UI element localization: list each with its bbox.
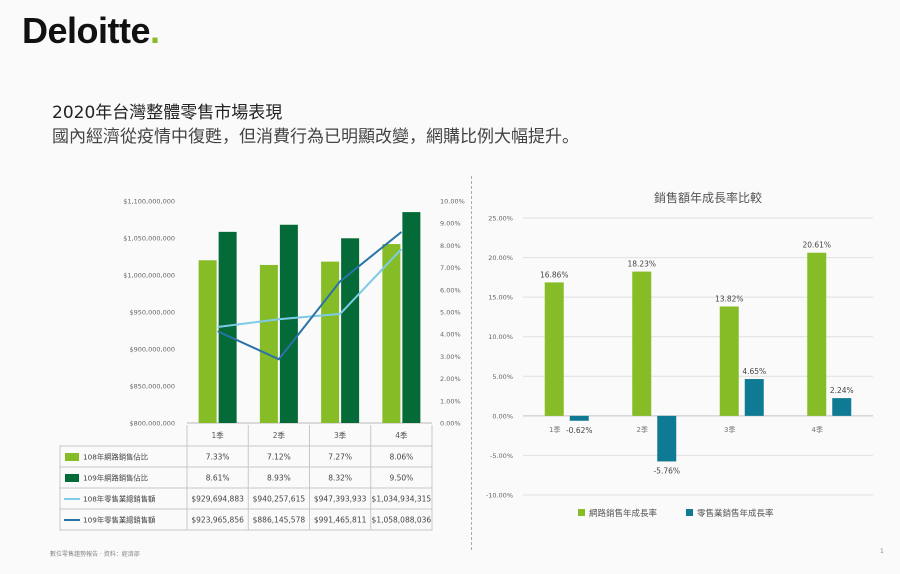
table-cell: $947,393,933 xyxy=(314,495,367,504)
y-right-tick-label: 8.00% xyxy=(440,242,461,250)
series-line xyxy=(217,248,403,329)
y-tick-label: 15.00% xyxy=(488,294,513,302)
data-label: -0.62% xyxy=(566,426,593,435)
data-label: 13.82% xyxy=(715,294,744,303)
logo-dot: . xyxy=(150,10,160,51)
bar xyxy=(719,306,739,416)
legend-key xyxy=(578,509,585,516)
y-right-tick-label: 9.00% xyxy=(440,220,461,228)
table-cell: $929,694,883 xyxy=(191,495,244,504)
bar xyxy=(321,261,340,423)
y-tick-label: 20.00% xyxy=(488,254,513,262)
y-tick-label: -10.00% xyxy=(486,492,513,500)
page-title: 2020年台灣整體零售市場表現 xyxy=(52,103,283,123)
bar xyxy=(744,379,764,416)
bar xyxy=(198,260,217,423)
table-cell: $1,058,088,036 xyxy=(372,516,432,525)
category-label: 4季 xyxy=(812,425,823,434)
bar xyxy=(569,415,589,421)
y-tick-label: 5.00% xyxy=(492,373,513,381)
y-right-tick-label: 4.00% xyxy=(440,331,461,339)
y-left-tick-label: $900,000,000 xyxy=(130,346,176,354)
y-left-tick-label: $1,100,000,000 xyxy=(123,198,175,206)
y-right-tick-label: 1.00% xyxy=(440,397,461,405)
y-right-tick-label: 7.00% xyxy=(440,264,461,272)
y-left-tick-label: $1,050,000,000 xyxy=(123,235,175,243)
y-right-tick-label: 10.00% xyxy=(440,198,465,206)
table-cell: $1,034,934,315 xyxy=(372,495,432,504)
combo-chart: $800,000,000 $850,000,000 $900,000,000 $950… xyxy=(59,198,465,531)
y-left-tick-label: $950,000,000 xyxy=(130,309,176,317)
y-left-tick-label: $850,000,000 xyxy=(130,383,176,391)
y-tick-label: 0.00% xyxy=(492,412,513,420)
bar xyxy=(544,282,564,416)
category-label: 3季 xyxy=(334,430,347,440)
bar xyxy=(807,252,827,416)
page-subtitle: 國內經濟從疫情中復甦，但消費行為已明顯改變，網購比例大幅提升。 xyxy=(52,127,579,147)
y-left-tick-label: $1,000,000,000 xyxy=(123,272,175,280)
logo-text: Deloitte xyxy=(22,10,151,51)
data-label: 18.23% xyxy=(627,260,656,269)
series-name: 108年零售業總銷售額 xyxy=(83,495,156,504)
category-label: 1季 xyxy=(211,430,224,440)
y-tick-label: 25.00% xyxy=(488,215,513,223)
bar xyxy=(259,264,278,423)
chart-title: 銷售額年成長率比較 xyxy=(654,190,762,205)
data-label: 2.24% xyxy=(830,386,854,395)
category-label: 2季 xyxy=(273,430,286,440)
series-name: 109年網路銷售佔比 xyxy=(83,474,148,483)
data-label: -5.76% xyxy=(653,466,680,475)
category-label: 2季 xyxy=(637,425,648,434)
y-right-tick-label: 3.00% xyxy=(440,353,461,361)
y-right-tick-label: 0.00% xyxy=(440,420,461,428)
bar xyxy=(657,415,677,462)
bar xyxy=(632,271,652,416)
divider xyxy=(471,176,472,550)
category-label: 1季 xyxy=(549,425,560,434)
y-tick-label: 10.00% xyxy=(488,333,513,341)
y-right-tick-label: 6.00% xyxy=(440,286,461,294)
table-cell: 8.32% xyxy=(328,474,352,483)
series-name: 108年網路銷售佔比 xyxy=(83,453,148,462)
y-tick-label: -5.00% xyxy=(490,452,513,460)
bar xyxy=(402,212,421,423)
table-cell: 7.33% xyxy=(206,453,230,462)
table-cell: $940,257,615 xyxy=(253,495,306,504)
table-cell: $886,145,578 xyxy=(253,516,306,525)
table-cell: 7.27% xyxy=(328,453,352,462)
data-label: 4.65% xyxy=(742,367,766,376)
bar xyxy=(218,231,237,423)
bar xyxy=(341,238,360,423)
legend-label: 零售業銷售年成長率 xyxy=(697,508,774,519)
data-label: 16.86% xyxy=(540,270,569,279)
legend-key xyxy=(686,509,693,516)
table-cell: 8.06% xyxy=(389,453,413,462)
category-label: 4季 xyxy=(395,430,408,440)
y-right-tick-label: 5.00% xyxy=(440,309,461,317)
table-cell: 8.61% xyxy=(206,474,230,483)
table-cell: $923,965,856 xyxy=(191,516,244,525)
bar xyxy=(279,224,298,423)
series-line xyxy=(217,231,403,361)
legend-key xyxy=(65,474,79,482)
legend-label: 網路銷售年成長率 xyxy=(589,508,658,519)
table-cell: 7.12% xyxy=(267,453,291,462)
category-label: 3季 xyxy=(724,425,735,434)
bar xyxy=(832,398,852,416)
table-cell: 8.93% xyxy=(267,474,291,483)
y-right-tick-label: 2.00% xyxy=(440,375,461,383)
page-number: 1 xyxy=(880,548,884,555)
data-label: 20.61% xyxy=(802,241,831,250)
bar xyxy=(382,244,401,423)
legend-key xyxy=(65,453,79,461)
growth-chart: 銷售額年成長率比較 -10.00% -5.00% 0.00% 5.00% 10.00% 15… xyxy=(486,190,873,519)
series-name: 109年零售業總銷售額 xyxy=(83,516,156,525)
y-left-tick-label: $800,000,000 xyxy=(130,420,176,428)
footer-text: 數位零售趨勢報告 ‧ 資料：經濟部 xyxy=(50,551,140,558)
table-cell: $991,465,811 xyxy=(314,516,367,525)
table-cell: 9.50% xyxy=(389,474,413,483)
deloitte-logo: Deloitte. xyxy=(22,10,160,52)
